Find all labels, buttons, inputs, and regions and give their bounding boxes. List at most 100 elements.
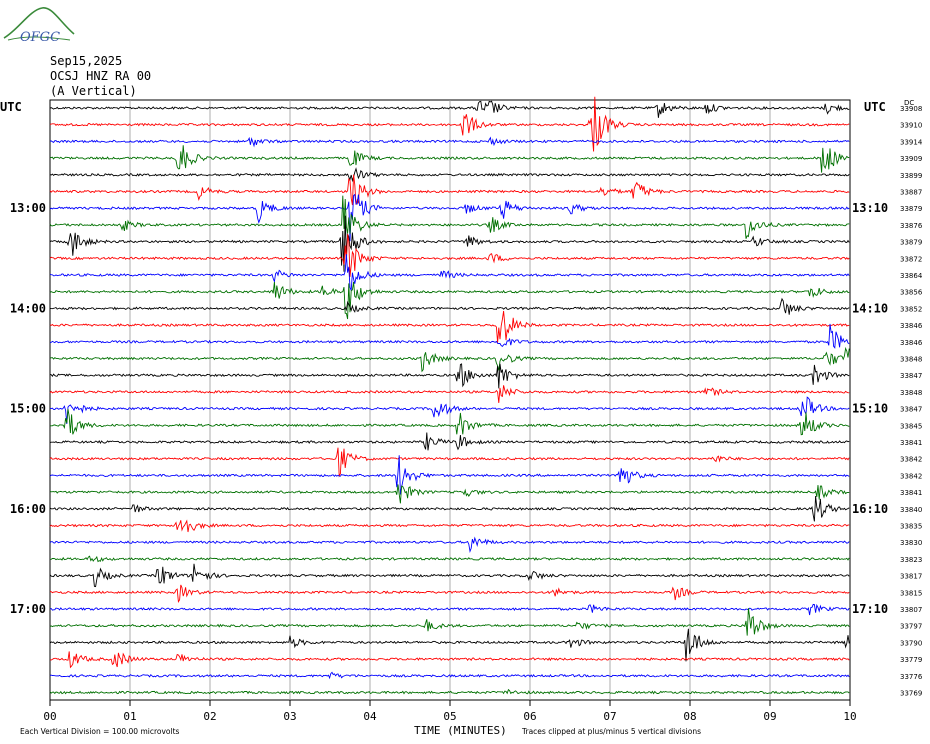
x-tick-label: 08 bbox=[683, 710, 696, 723]
dc-offset-label: 33845 bbox=[900, 422, 922, 430]
header-date: Sep15,2025 bbox=[50, 54, 123, 68]
logo-text: OFGC bbox=[20, 30, 60, 45]
dc-offset-label: 33856 bbox=[900, 289, 923, 297]
x-tick-label: 04 bbox=[363, 710, 377, 723]
trace-31 bbox=[49, 603, 850, 616]
trace-17 bbox=[49, 363, 850, 389]
dc-offset-label: 33887 bbox=[900, 189, 922, 197]
x-tick-label: 09 bbox=[763, 710, 776, 723]
x-tick-label: 06 bbox=[523, 710, 536, 723]
x-tick-label: 03 bbox=[283, 710, 296, 723]
dc-offset-label: 33846 bbox=[900, 339, 923, 347]
trace-27 bbox=[49, 536, 850, 554]
time-grid bbox=[49, 99, 851, 706]
dc-offset-label: 33769 bbox=[900, 690, 922, 698]
header-station: OCSJ HNZ RA 00 bbox=[50, 69, 152, 83]
right-time-label: 15:10 bbox=[852, 402, 888, 416]
ofgc-logo: OFGC bbox=[3, 7, 75, 45]
axis-labels: 00 01 02 03 04 05 06 07 08 09 10 33908 33910 33914 339… bbox=[10, 105, 923, 723]
trace-1 bbox=[49, 100, 850, 118]
left-time-label: 15:00 bbox=[10, 402, 46, 416]
trace-5 bbox=[49, 167, 850, 183]
dc-offset-label: 33908 bbox=[900, 105, 922, 113]
dc-offset-label: 33848 bbox=[900, 356, 922, 364]
dc-offset-label: 33847 bbox=[900, 406, 922, 414]
right-axis-title: UTC bbox=[864, 100, 886, 114]
trace-18 bbox=[49, 385, 850, 403]
trace-10 bbox=[49, 234, 850, 277]
seismogram-traces bbox=[49, 96, 850, 695]
dc-offset-label: 33879 bbox=[900, 205, 922, 213]
x-tick-label: 00 bbox=[43, 710, 56, 723]
dc-offset-label: 33879 bbox=[900, 239, 922, 247]
dc-offset-label: 33847 bbox=[900, 372, 922, 380]
trace-14 bbox=[49, 310, 850, 343]
dc-offset-label: 33823 bbox=[900, 556, 922, 564]
dc-offset-label: 33842 bbox=[900, 472, 922, 480]
left-time-label: 17:00 bbox=[10, 602, 46, 616]
trace-11 bbox=[49, 254, 850, 291]
dc-offset-label: 33910 bbox=[900, 122, 922, 130]
dc-offset-label: 33835 bbox=[900, 523, 922, 531]
dc-offset-label: 33790 bbox=[900, 639, 922, 647]
left-time-label: 16:00 bbox=[10, 502, 46, 516]
trace-22 bbox=[49, 447, 850, 478]
dc-offset-label: 33779 bbox=[900, 656, 922, 664]
trace-15 bbox=[49, 323, 850, 349]
x-tick-label: 01 bbox=[123, 710, 136, 723]
trace-26 bbox=[49, 519, 850, 533]
trace-30 bbox=[49, 584, 850, 604]
dc-offset-label: 33807 bbox=[900, 606, 922, 614]
dc-offset-label: 33876 bbox=[900, 222, 923, 230]
dc-offset-label: 33841 bbox=[900, 489, 922, 497]
trace-7 bbox=[49, 193, 850, 242]
trace-3 bbox=[49, 136, 850, 148]
trace-34 bbox=[49, 651, 850, 669]
trace-2 bbox=[49, 96, 850, 152]
x-tick-label: 07 bbox=[603, 710, 616, 723]
dc-offset-label: 33815 bbox=[900, 589, 922, 597]
x-tick-label: 05 bbox=[443, 710, 456, 723]
dc-offset-label: 33872 bbox=[900, 255, 922, 263]
trace-24 bbox=[49, 484, 850, 504]
clip-note: Traces clipped at plus/minus 5 vertical … bbox=[521, 727, 701, 736]
right-time-label: 14:10 bbox=[852, 301, 888, 315]
left-time-label: 13:00 bbox=[10, 201, 46, 215]
left-axis-title: UTC bbox=[0, 100, 22, 114]
trace-35 bbox=[49, 671, 850, 680]
dc-offset-label: 33846 bbox=[900, 322, 923, 330]
right-time-label: 17:10 bbox=[852, 602, 888, 616]
trace-28 bbox=[49, 555, 850, 563]
right-time-label: 13:10 bbox=[852, 201, 888, 215]
trace-25 bbox=[49, 495, 850, 522]
x-tick-label: 02 bbox=[203, 710, 216, 723]
dc-offset-label: 33914 bbox=[900, 138, 923, 146]
dc-offset-label: 33841 bbox=[900, 439, 922, 447]
x-tick-label: 10 bbox=[843, 710, 856, 723]
dc-offset-label: 33909 bbox=[900, 155, 922, 163]
trace-20 bbox=[49, 409, 850, 436]
trace-19 bbox=[49, 396, 850, 425]
left-time-label: 14:00 bbox=[10, 301, 46, 315]
right-time-label: 16:10 bbox=[852, 502, 888, 516]
trace-36 bbox=[49, 688, 850, 695]
dc-offset-label: 33840 bbox=[900, 506, 922, 514]
trace-8 bbox=[49, 195, 850, 239]
dc-offset-label: 33817 bbox=[900, 573, 922, 581]
trace-13 bbox=[49, 297, 850, 315]
dc-offset-label: 33842 bbox=[900, 456, 922, 464]
dc-offset-label: 33852 bbox=[900, 305, 922, 313]
trace-9 bbox=[49, 215, 850, 272]
trace-4 bbox=[49, 145, 850, 173]
trace-12 bbox=[49, 281, 850, 320]
trace-6 bbox=[49, 174, 850, 206]
header-component: (A Vertical) bbox=[50, 84, 137, 98]
dc-offset-label: 33776 bbox=[900, 673, 923, 681]
trace-16 bbox=[49, 346, 850, 373]
dc-offset-label: 33899 bbox=[900, 172, 922, 180]
x-axis-title: TIME (MINUTES) bbox=[414, 724, 507, 737]
dc-offset-label: 33848 bbox=[900, 389, 922, 397]
trace-23 bbox=[49, 455, 850, 495]
dc-offset-label: 33864 bbox=[900, 272, 923, 280]
